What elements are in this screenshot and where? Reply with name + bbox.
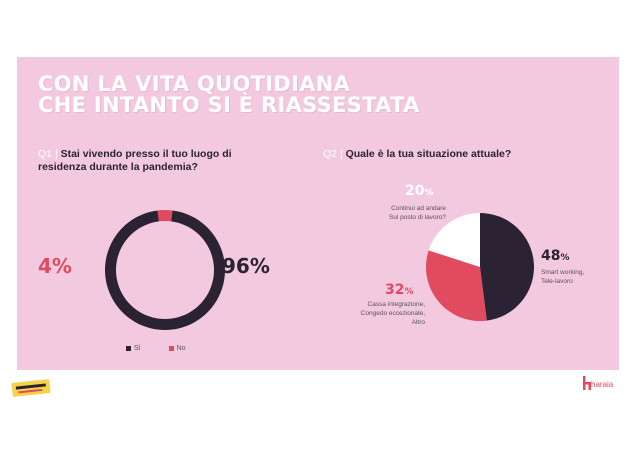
donut-slice-no (157, 210, 173, 222)
page-title: CON LA VITA QUOTIDIANA CHE INTANTO SI È … (38, 74, 420, 116)
pie-slice-48 (480, 213, 535, 321)
pie-label-32-line-3: Altro (411, 319, 425, 326)
pie-label-48-line-2: Tele-lavoro (541, 278, 573, 285)
pie-label-48: Smart working, Tele-lavoro (541, 268, 601, 286)
pie-label-48-line-1: Smart working, (541, 269, 585, 276)
pie-value-20: 20% (405, 183, 434, 199)
pie-value-32-number: 32 (385, 282, 405, 298)
legend-label-no: No (176, 345, 186, 352)
legend-swatch-no (168, 346, 174, 351)
pie-value-48: 48% (541, 248, 570, 264)
event-logo (11, 379, 51, 397)
question-2-text: Quale è la tua situazione attuale? (345, 148, 512, 160)
question-1: Q1 | Stai vivendo presso il tuo luogo di… (38, 148, 278, 174)
pie-value-48-number: 48 (541, 248, 561, 264)
pie-label-32-line-1: Cassa integrazione, (367, 301, 425, 308)
question-1-number: Q1 (38, 148, 53, 160)
pie-slice-32 (426, 250, 487, 321)
question-2: Q2 | Quale è la tua situazione attuale? (323, 148, 583, 161)
pie-label-20-line-2: Sul posto di lavoro? (388, 214, 446, 221)
question-1-separator: | (54, 148, 58, 160)
legend-item-no: No (168, 345, 186, 352)
question-2-separator: | (339, 148, 343, 160)
pie-value-48-percent: % (560, 253, 570, 263)
donut-value-yes: 96% (222, 254, 270, 278)
content-panel (17, 57, 619, 370)
brand-h-icon (583, 376, 591, 390)
pie-slice-20 (428, 213, 480, 267)
pie-chart (426, 213, 535, 321)
legend-item-yes: Sì (126, 345, 141, 352)
title-line-2: CHE INTANTO SI È RIASSESTATA (38, 93, 420, 117)
pie-value-20-percent: % (424, 188, 434, 198)
donut-legend: Sì No (126, 345, 186, 352)
donut-value-no: 4% (38, 254, 72, 278)
pie-label-32: Cassa integrazione, Congedo eccezionale,… (340, 300, 425, 327)
donut-chart (104, 210, 226, 330)
question-1-text: Stai vivendo presso il tuo luogo di resi… (38, 148, 232, 173)
pie-value-20-number: 20 (405, 183, 425, 199)
pie-label-20: Continui ad andare Sul posto di lavoro? (366, 204, 446, 222)
pie-label-20-line-1: Continui ad andare (391, 205, 446, 212)
pie-value-32-percent: % (404, 287, 414, 297)
legend-swatch-yes (126, 346, 131, 351)
question-2-number: Q2 (323, 148, 338, 160)
pie-value-32: 32% (385, 282, 414, 298)
title-line-1: CON LA VITA QUOTIDIANA (38, 72, 351, 96)
pie-label-32-line-2: Congedo eccezionale, (360, 310, 425, 317)
legend-label-yes: Sì (134, 345, 141, 352)
donut-slice-yes (104, 210, 226, 330)
brand-name: haraia (591, 380, 614, 389)
